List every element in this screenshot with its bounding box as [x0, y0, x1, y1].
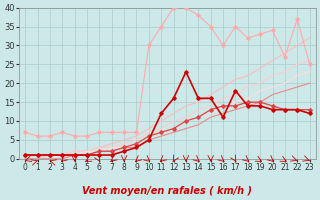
X-axis label: Vent moyen/en rafales ( km/h ): Vent moyen/en rafales ( km/h ) [82, 186, 252, 196]
